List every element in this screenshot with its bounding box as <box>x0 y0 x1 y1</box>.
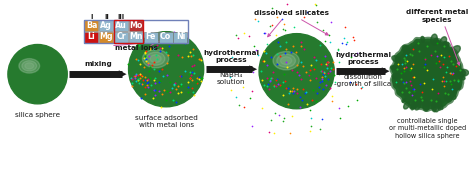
Ellipse shape <box>410 105 413 108</box>
Text: hydrothermal
process: hydrothermal process <box>203 50 259 63</box>
Ellipse shape <box>450 46 460 55</box>
Text: Ni: Ni <box>176 33 185 42</box>
Text: silica sphere: silica sphere <box>15 112 60 118</box>
Ellipse shape <box>448 47 453 52</box>
Ellipse shape <box>450 88 456 93</box>
Text: mixing: mixing <box>84 61 112 67</box>
Ellipse shape <box>439 104 443 110</box>
FancyBboxPatch shape <box>159 32 173 43</box>
Text: dissolved silicates: dissolved silicates <box>254 10 329 16</box>
Ellipse shape <box>259 34 334 109</box>
Text: Cr: Cr <box>116 33 126 42</box>
FancyBboxPatch shape <box>114 20 128 31</box>
Ellipse shape <box>402 99 406 102</box>
Ellipse shape <box>451 82 460 88</box>
Ellipse shape <box>421 37 424 42</box>
Ellipse shape <box>392 73 400 78</box>
Ellipse shape <box>397 61 401 64</box>
Ellipse shape <box>414 100 421 110</box>
Ellipse shape <box>434 38 438 45</box>
Ellipse shape <box>146 52 165 65</box>
Text: Mo: Mo <box>129 21 143 30</box>
Text: III: III <box>118 14 125 20</box>
Text: I: I <box>90 14 92 20</box>
Ellipse shape <box>447 91 456 99</box>
Ellipse shape <box>281 57 292 65</box>
Polygon shape <box>394 41 461 107</box>
Ellipse shape <box>411 105 414 110</box>
Polygon shape <box>391 38 464 110</box>
Ellipse shape <box>412 101 418 109</box>
FancyBboxPatch shape <box>129 20 143 31</box>
Text: surface adsorbed
with metal ions: surface adsorbed with metal ions <box>135 115 198 128</box>
Ellipse shape <box>273 52 299 70</box>
Ellipse shape <box>432 104 436 112</box>
FancyBboxPatch shape <box>114 32 128 43</box>
Ellipse shape <box>392 76 397 79</box>
Text: Fe: Fe <box>146 33 156 42</box>
Ellipse shape <box>443 42 447 47</box>
Ellipse shape <box>438 106 440 110</box>
Text: Co: Co <box>160 33 171 42</box>
Ellipse shape <box>432 101 439 112</box>
FancyBboxPatch shape <box>173 32 188 43</box>
Ellipse shape <box>19 59 40 73</box>
Text: Au: Au <box>115 21 127 30</box>
Ellipse shape <box>150 55 161 63</box>
Ellipse shape <box>423 100 429 111</box>
Ellipse shape <box>402 45 411 55</box>
Ellipse shape <box>25 63 34 69</box>
FancyBboxPatch shape <box>99 20 113 31</box>
Ellipse shape <box>436 98 441 106</box>
Ellipse shape <box>457 69 469 76</box>
Text: metal ions: metal ions <box>115 45 157 52</box>
Text: dissolution
-growth of silica: dissolution -growth of silica <box>334 74 392 87</box>
Text: Li: Li <box>88 33 95 42</box>
FancyBboxPatch shape <box>129 32 143 43</box>
Ellipse shape <box>128 32 204 107</box>
Text: Ba: Ba <box>86 21 97 30</box>
Text: Mg: Mg <box>100 33 113 42</box>
Text: Ag: Ag <box>100 21 112 30</box>
FancyBboxPatch shape <box>84 32 99 43</box>
Text: different metal
species: different metal species <box>406 9 468 23</box>
Ellipse shape <box>404 102 410 109</box>
Ellipse shape <box>459 76 465 80</box>
FancyBboxPatch shape <box>84 20 99 31</box>
Text: Mn: Mn <box>129 33 143 42</box>
Ellipse shape <box>442 42 447 47</box>
Ellipse shape <box>454 70 465 76</box>
FancyBboxPatch shape <box>144 32 158 43</box>
Ellipse shape <box>431 34 438 45</box>
Text: NaBH₄
solution: NaBH₄ solution <box>217 72 246 85</box>
Ellipse shape <box>443 42 449 50</box>
Ellipse shape <box>440 37 447 46</box>
Ellipse shape <box>8 45 67 104</box>
Text: controllable single
or multi-metallic doped
hollow silica sphere: controllable single or multi-metallic do… <box>389 118 466 139</box>
FancyBboxPatch shape <box>99 32 113 43</box>
Ellipse shape <box>445 96 450 101</box>
Ellipse shape <box>143 50 169 68</box>
Ellipse shape <box>455 86 460 90</box>
Text: II: II <box>104 14 109 20</box>
Ellipse shape <box>391 66 397 70</box>
Ellipse shape <box>392 56 401 62</box>
Polygon shape <box>390 37 465 112</box>
Ellipse shape <box>277 54 295 67</box>
Text: hydrothermal
process: hydrothermal process <box>335 52 391 65</box>
Ellipse shape <box>22 61 36 71</box>
